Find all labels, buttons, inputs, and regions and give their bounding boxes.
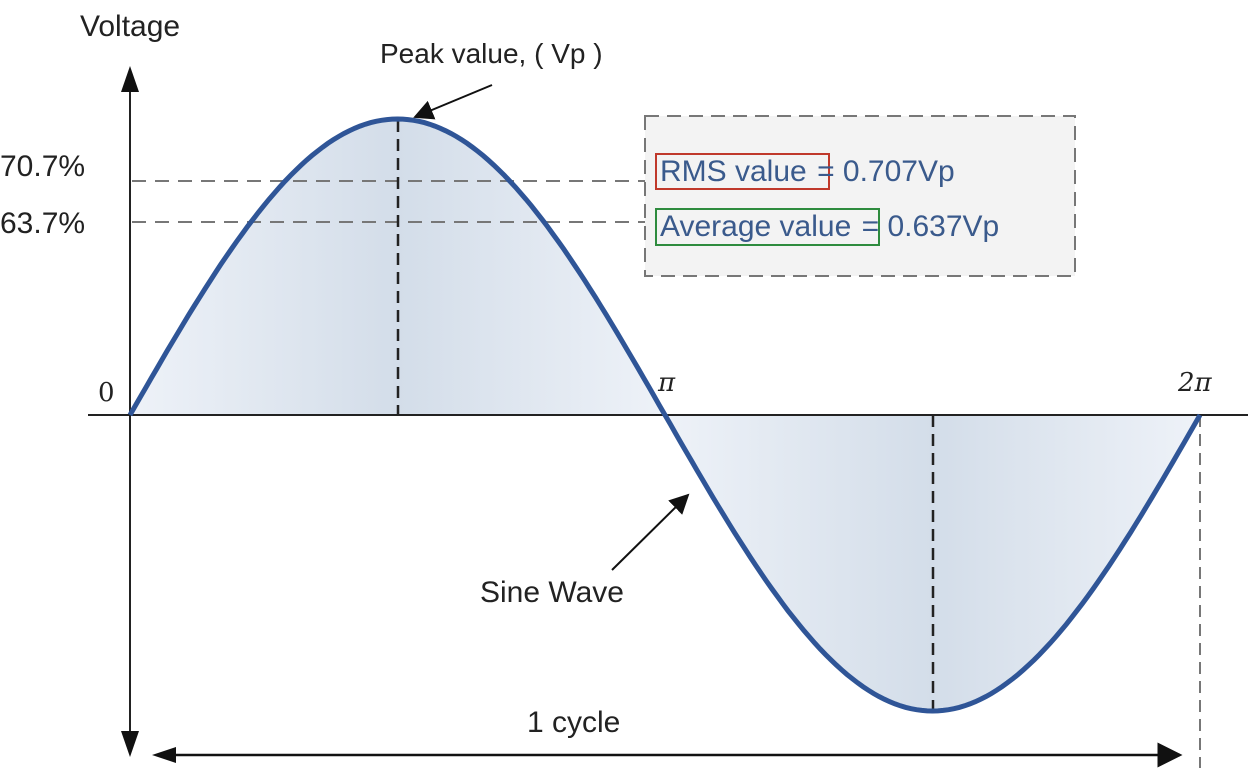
origin-label: 0: [98, 378, 115, 408]
cycle-arrow-left-head: [152, 747, 176, 763]
avg-equation: = 0.637Vp: [861, 210, 1000, 243]
avg-row: Average value = 0.637Vp: [658, 210, 999, 244]
rms-row: RMS value = 0.707Vp: [658, 155, 955, 189]
two-pi-label: 2π: [1178, 368, 1212, 398]
avg-label: Average value: [660, 210, 852, 243]
rms-equation: = 0.707Vp: [817, 155, 955, 188]
peak-label: Peak value, ( Vp ): [380, 38, 603, 69]
y-axis-up-arrow: [121, 66, 139, 92]
y-axis-down-arrow: [121, 731, 139, 757]
peak-pointer-arrow: [413, 84, 493, 120]
rms-label-frame: [655, 153, 830, 190]
avg-percent-label: 63.7%: [0, 207, 86, 240]
rms-label: RMS value: [660, 155, 807, 188]
sine-wave-curve: [127, 116, 1203, 714]
pi-label: π: [658, 368, 676, 398]
cycle-label: 1 cycle: [527, 706, 621, 739]
avg-label-frame: [655, 208, 880, 246]
rms-percent-label: 70.7%: [0, 150, 86, 183]
y-axis-label: Voltage: [80, 10, 181, 43]
legend-box: [644, 115, 1076, 277]
sine-pointer-arrow: [611, 493, 690, 571]
sine-wave-label: Sine Wave: [480, 576, 624, 609]
